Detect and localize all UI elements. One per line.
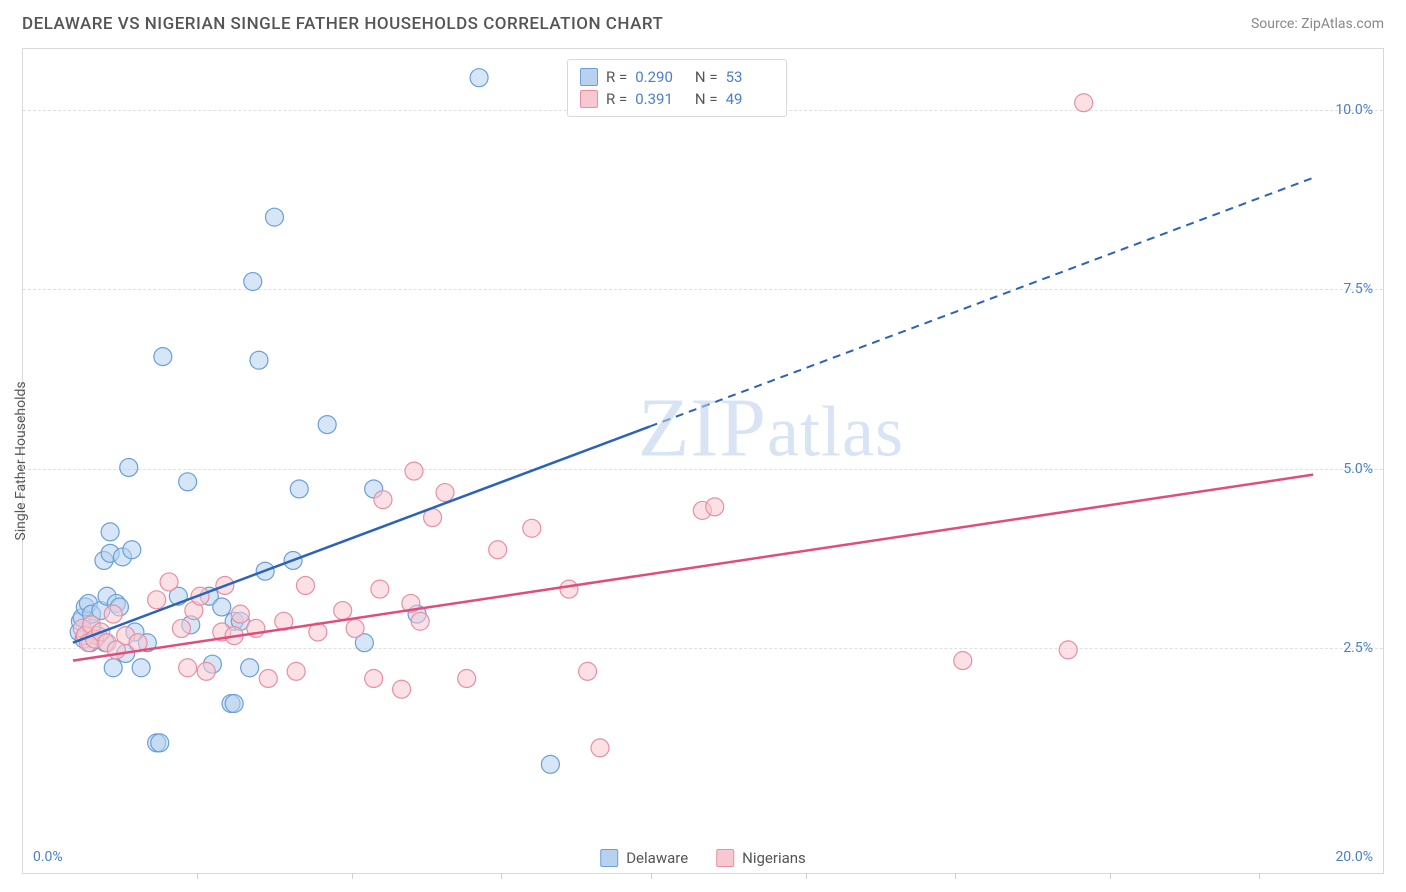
chart-header: DELAWARE VS NIGERIAN SINGLE FATHER HOUSE… [0, 0, 1406, 44]
data-point [265, 208, 283, 226]
data-point [213, 598, 231, 616]
data-point [104, 605, 122, 623]
data-point [334, 602, 352, 620]
legend-n-label: N = [691, 68, 717, 86]
data-point [250, 351, 268, 369]
data-point [489, 541, 507, 559]
data-point [365, 670, 383, 688]
legend-n-label: N = [691, 90, 717, 108]
data-point [470, 69, 488, 87]
data-point [458, 670, 476, 688]
data-point [104, 659, 122, 677]
stats-legend-row: R = 0.290 N = 53 [580, 66, 774, 88]
legend-swatch [716, 849, 734, 867]
legend-swatch [580, 68, 598, 86]
data-point [160, 573, 178, 591]
data-point [172, 619, 190, 637]
data-point [405, 462, 423, 480]
x-tick [352, 873, 353, 879]
data-point [287, 662, 305, 680]
trend-line-extrapolated [650, 178, 1313, 427]
legend-n-value: 53 [726, 68, 774, 86]
data-point [148, 591, 166, 609]
legend-r-label: R = [606, 68, 627, 86]
data-point [411, 612, 429, 630]
x-tick [955, 873, 956, 879]
legend-n-value: 49 [726, 90, 774, 108]
chart-container: Single Father Households 2.5%5.0%7.5%10.… [22, 48, 1384, 874]
data-point [560, 580, 578, 598]
x-tick [197, 873, 198, 879]
data-point [296, 577, 314, 595]
legend-r-value: 0.391 [635, 90, 683, 108]
series-legend-item: Nigerians [716, 849, 806, 867]
data-point [197, 662, 215, 680]
data-point [523, 519, 541, 537]
legend-r-label: R = [606, 90, 627, 108]
data-point [1059, 641, 1077, 659]
data-point [179, 473, 197, 491]
data-point [591, 739, 609, 757]
x-tick [501, 873, 502, 879]
stats-legend: R = 0.290 N = 53 R = 0.391 N = 49 [567, 59, 787, 117]
x-axis-max-label: 20.0% [1335, 849, 1373, 865]
data-point [541, 755, 559, 773]
data-point [123, 541, 141, 559]
data-point [371, 580, 389, 598]
data-point [132, 659, 150, 677]
data-point [179, 659, 197, 677]
data-point [151, 734, 169, 752]
x-tick [806, 873, 807, 879]
data-point [436, 484, 454, 502]
x-tick [1110, 873, 1111, 879]
data-point [231, 605, 249, 623]
x-tick [1259, 873, 1260, 879]
data-point [241, 659, 259, 677]
data-point [579, 662, 597, 680]
data-point [346, 619, 364, 637]
data-point [393, 680, 411, 698]
chart-source: Source: ZipAtlas.com [1251, 16, 1384, 32]
series-legend-item: Delaware [600, 849, 688, 867]
x-axis-min-label: 0.0% [33, 849, 63, 865]
chart-title: DELAWARE VS NIGERIAN SINGLE FATHER HOUSE… [22, 14, 663, 34]
data-point [101, 523, 119, 541]
scatter-plot [23, 49, 1383, 873]
data-point [259, 670, 277, 688]
data-point [954, 652, 972, 670]
series-legend-label: Nigerians [742, 849, 806, 867]
data-point [318, 416, 336, 434]
series-legend-label: Delaware [626, 849, 688, 867]
legend-swatch [580, 90, 598, 108]
data-point [244, 273, 262, 291]
data-point [154, 348, 172, 366]
x-tick [651, 873, 652, 879]
data-point [225, 695, 243, 713]
data-point [706, 498, 724, 516]
series-legend: Delaware Nigerians [600, 849, 806, 867]
trend-line [73, 427, 650, 643]
data-point [120, 459, 138, 477]
legend-swatch [600, 849, 618, 867]
data-point [374, 491, 392, 509]
data-point [290, 480, 308, 498]
legend-r-value: 0.290 [635, 68, 683, 86]
data-point [1075, 94, 1093, 112]
stats-legend-row: R = 0.391 N = 49 [580, 88, 774, 110]
